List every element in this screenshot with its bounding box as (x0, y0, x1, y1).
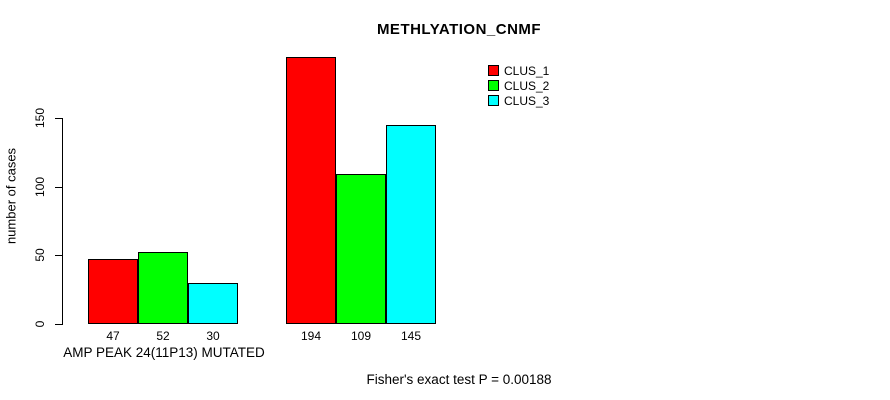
y-tick-mark (55, 187, 62, 188)
bar-clus_1-group2 (286, 57, 336, 324)
bar-value-label: 145 (400, 329, 422, 343)
legend-swatch-icon (488, 80, 499, 91)
bar-clus_1-group1 (88, 259, 138, 324)
legend-label: CLUS_1 (504, 63, 550, 78)
legend-label: CLUS_3 (504, 93, 550, 108)
y-tick-label: 150 (33, 107, 47, 129)
x-axis-group-label: AMP PEAK 24(11P13) MUTATED (63, 345, 265, 360)
bar-clus_3-group2 (386, 125, 436, 324)
y-tick-label: 100 (33, 176, 47, 198)
legend-item-clus_1: CLUS_1 (488, 63, 549, 78)
bar-value-label: 109 (350, 329, 372, 343)
legend-swatch-icon (488, 95, 499, 106)
bar-value-label: 194 (300, 329, 322, 343)
y-tick-mark (55, 324, 62, 325)
y-axis-line (62, 118, 63, 325)
legend-swatch-icon (488, 65, 499, 76)
footnote-text: Fisher's exact test P = 0.00188 (366, 372, 552, 387)
legend: CLUS_1 CLUS_2 CLUS_3 (488, 63, 549, 108)
y-axis-title: number of cases (3, 147, 19, 245)
bar-value-label: 30 (206, 329, 220, 343)
legend-item-clus_3: CLUS_3 (488, 93, 549, 108)
chart-title: METHLYATION_CNMF (376, 21, 542, 38)
y-tick-label: 50 (33, 248, 47, 262)
bar-clus_2-group2 (336, 174, 386, 324)
bar-clus_3-group1 (188, 283, 238, 324)
y-tick-label: 0 (33, 320, 47, 328)
y-tick-mark (55, 118, 62, 119)
y-tick-mark (55, 255, 62, 256)
bar-value-label: 52 (156, 329, 170, 343)
legend-item-clus_2: CLUS_2 (488, 78, 549, 93)
bar-clus_2-group1 (138, 252, 188, 324)
bar-value-label: 47 (106, 329, 120, 343)
legend-label: CLUS_2 (504, 78, 550, 93)
